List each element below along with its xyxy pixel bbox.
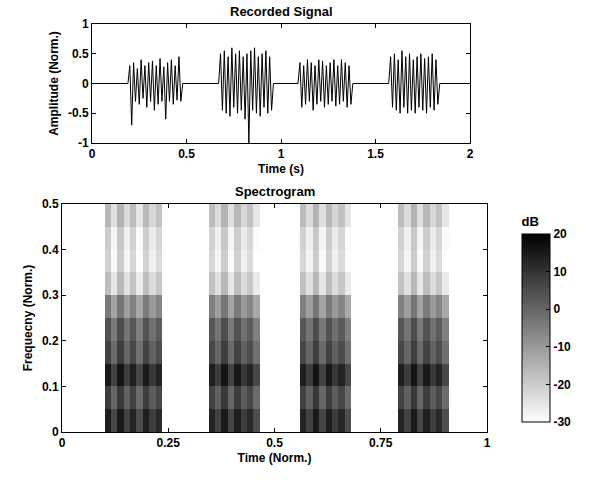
svg-text:1: 1 (278, 147, 285, 161)
svg-text:0.1: 0.1 (42, 380, 59, 394)
svg-text:0.5: 0.5 (42, 197, 59, 211)
svg-text:1: 1 (484, 436, 491, 450)
svg-text:-30: -30 (553, 415, 571, 429)
svg-text:0: 0 (59, 436, 66, 450)
svg-text:0: 0 (82, 77, 89, 91)
svg-text:0: 0 (52, 425, 59, 439)
svg-text:0.5: 0.5 (266, 436, 283, 450)
svg-text:1: 1 (82, 17, 89, 31)
svg-text:0: 0 (553, 302, 560, 316)
svg-text:2: 2 (467, 147, 474, 161)
svg-text:-10: -10 (553, 340, 571, 354)
svg-text:Amplitude (Norm.): Amplitude (Norm.) (47, 31, 61, 136)
svg-text:0.3: 0.3 (42, 288, 59, 302)
svg-text:Spectrogram: Spectrogram (235, 184, 315, 199)
svg-text:0.2: 0.2 (42, 334, 59, 348)
svg-text:Time (s): Time (s) (258, 162, 304, 176)
svg-text:Frequecny (Norm.): Frequecny (Norm.) (21, 265, 35, 372)
svg-text:20: 20 (553, 227, 567, 241)
svg-text:Recorded Signal: Recorded Signal (230, 4, 333, 19)
svg-text:0.75: 0.75 (369, 436, 393, 450)
svg-text:0.5: 0.5 (178, 147, 195, 161)
svg-text:-0.5: -0.5 (68, 106, 89, 120)
svg-text:-1: -1 (78, 136, 89, 150)
svg-text:10: 10 (553, 265, 567, 279)
svg-text:0.5: 0.5 (72, 47, 89, 61)
svg-text:-20: -20 (553, 378, 571, 392)
svg-text:1.5: 1.5 (367, 147, 384, 161)
svg-text:0.4: 0.4 (42, 243, 59, 257)
svg-text:Time (Norm.): Time (Norm.) (238, 451, 312, 465)
svg-text:dB: dB (522, 214, 539, 229)
svg-text:0: 0 (89, 147, 96, 161)
svg-text:0.25: 0.25 (157, 436, 181, 450)
